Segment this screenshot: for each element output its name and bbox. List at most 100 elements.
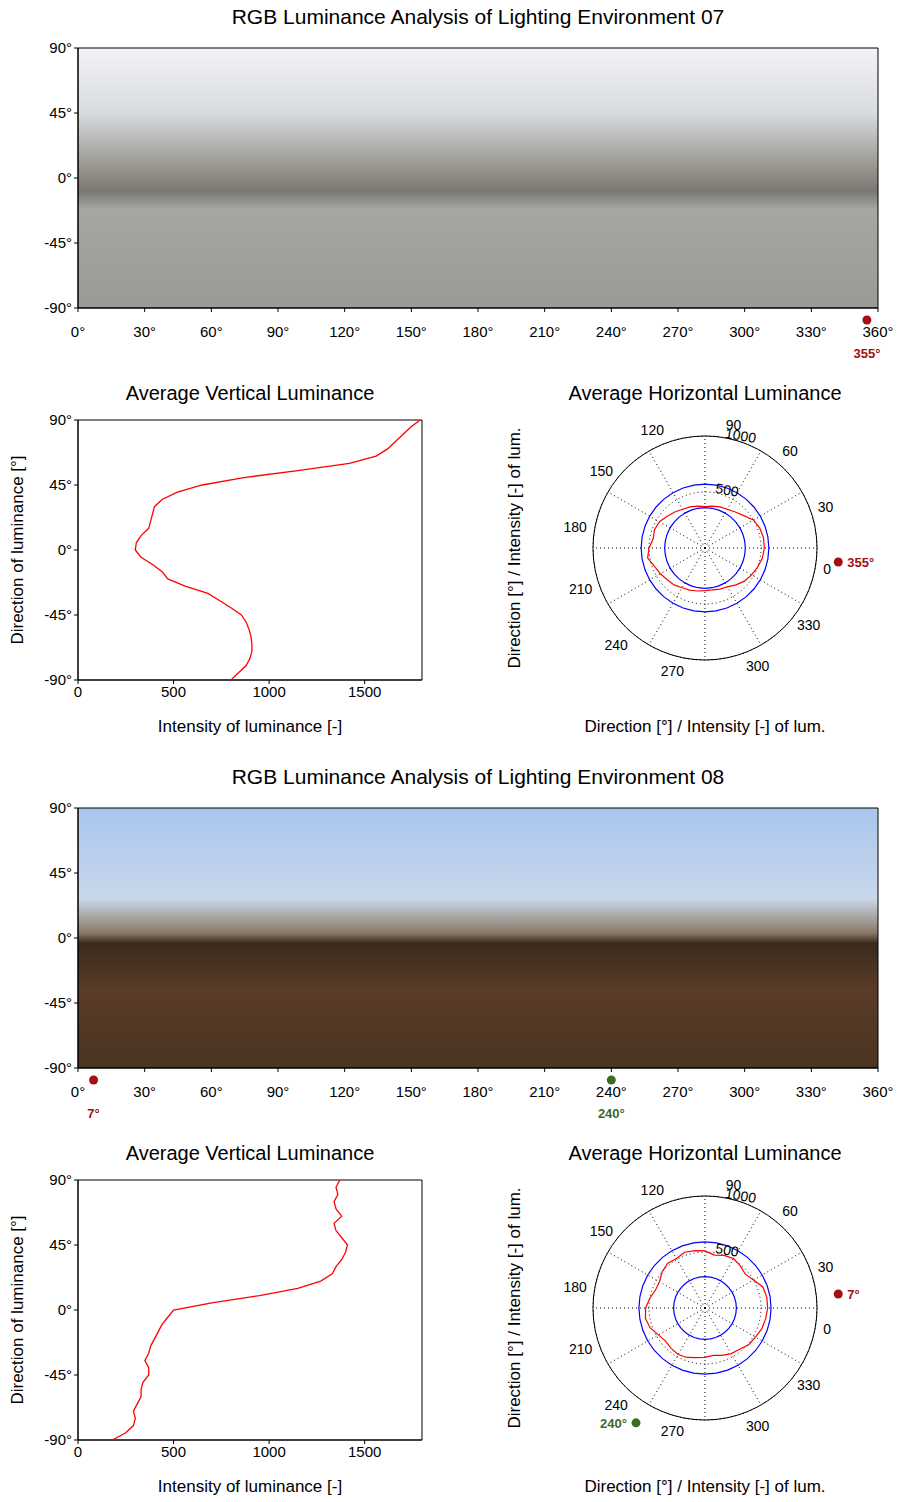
html-text:Direction of luminance [°]: Direction of luminance [°] bbox=[8, 1215, 27, 1405]
svg-text:240: 240 bbox=[605, 1397, 629, 1413]
svg-text:45°: 45° bbox=[49, 864, 72, 881]
svg-text:90°: 90° bbox=[49, 411, 72, 428]
svg-text:-45°: -45° bbox=[44, 606, 72, 623]
svg-text:270: 270 bbox=[661, 663, 685, 679]
svg-text:270°: 270° bbox=[662, 1083, 693, 1100]
svg-text:30: 30 bbox=[818, 499, 834, 515]
svg-text:1500: 1500 bbox=[348, 683, 381, 700]
svg-text:360°: 360° bbox=[862, 323, 893, 340]
svg-text:1000: 1000 bbox=[724, 1185, 758, 1206]
svg-text:180: 180 bbox=[563, 1279, 587, 1295]
html-text:RGB Luminance Analysis of Ligh: RGB Luminance Analysis of Lighting Envir… bbox=[231, 5, 725, 28]
svg-text:90°: 90° bbox=[49, 799, 72, 816]
svg-text:-90°: -90° bbox=[44, 671, 72, 688]
svg-text:1500: 1500 bbox=[348, 1443, 381, 1460]
svg-text:500: 500 bbox=[714, 480, 740, 500]
html-text:RGB Luminance Analysis of Ligh: RGB Luminance Analysis of Lighting Envir… bbox=[231, 765, 725, 788]
svg-text:7°: 7° bbox=[847, 1287, 859, 1302]
html-text:Average Horizontal Luminance: Average Horizontal Luminance bbox=[568, 381, 842, 404]
svg-text:180°: 180° bbox=[462, 1083, 493, 1100]
svg-text:0°: 0° bbox=[58, 929, 72, 946]
svg-text:210: 210 bbox=[569, 581, 593, 597]
svg-text:30°: 30° bbox=[133, 1083, 156, 1100]
svg-text:180: 180 bbox=[563, 519, 587, 535]
svg-text:45°: 45° bbox=[49, 476, 72, 493]
svg-text:240°: 240° bbox=[596, 1083, 627, 1100]
svg-text:0°: 0° bbox=[71, 323, 85, 340]
svg-text:150°: 150° bbox=[396, 323, 427, 340]
svg-text:1000: 1000 bbox=[252, 1443, 285, 1460]
svg-text:210: 210 bbox=[569, 1341, 593, 1357]
svg-text:300°: 300° bbox=[729, 1083, 760, 1100]
svg-text:120°: 120° bbox=[329, 1083, 360, 1100]
svg-text:-45°: -45° bbox=[44, 234, 72, 251]
svg-text:90°: 90° bbox=[267, 1083, 290, 1100]
html-text:Direction [°] / Intensity [-]: Direction [°] / Intensity [-] of lum. bbox=[505, 427, 524, 669]
svg-text:90°: 90° bbox=[49, 39, 72, 56]
html-text:Average Vertical Luminance: Average Vertical Luminance bbox=[125, 1141, 375, 1164]
svg-text:0°: 0° bbox=[58, 169, 72, 186]
svg-text:355°: 355° bbox=[853, 346, 880, 361]
svg-text:355°: 355° bbox=[847, 555, 874, 570]
svg-text:300: 300 bbox=[746, 1418, 770, 1434]
svg-text:-45°: -45° bbox=[44, 994, 72, 1011]
svg-text:240°: 240° bbox=[598, 1106, 625, 1121]
svg-text:150: 150 bbox=[590, 463, 614, 479]
svg-text:-90°: -90° bbox=[44, 1059, 72, 1076]
svg-text:0°: 0° bbox=[71, 1083, 85, 1100]
svg-text:150°: 150° bbox=[396, 1083, 427, 1100]
svg-text:60: 60 bbox=[782, 443, 798, 459]
svg-text:300°: 300° bbox=[729, 323, 760, 340]
svg-text:330: 330 bbox=[797, 1377, 821, 1393]
html-text:Average Horizontal Luminance: Average Horizontal Luminance bbox=[568, 1141, 842, 1164]
svg-text:240°: 240° bbox=[596, 323, 627, 340]
svg-text:0: 0 bbox=[823, 1321, 831, 1337]
svg-text:0°: 0° bbox=[58, 541, 72, 558]
svg-text:45°: 45° bbox=[49, 1236, 72, 1253]
svg-text:500: 500 bbox=[161, 1443, 186, 1460]
svg-text:7°: 7° bbox=[87, 1106, 99, 1121]
svg-text:150: 150 bbox=[590, 1223, 614, 1239]
svg-text:30: 30 bbox=[818, 1259, 834, 1275]
svg-text:60°: 60° bbox=[200, 323, 223, 340]
svg-text:-90°: -90° bbox=[44, 299, 72, 316]
svg-text:500: 500 bbox=[714, 1240, 740, 1260]
html-text:Direction [°] / Intensity [-]: Direction [°] / Intensity [-] of lum. bbox=[584, 1477, 826, 1496]
svg-text:120°: 120° bbox=[329, 323, 360, 340]
svg-text:0: 0 bbox=[74, 1443, 82, 1460]
svg-text:330°: 330° bbox=[796, 323, 827, 340]
svg-text:-90°: -90° bbox=[44, 1431, 72, 1448]
svg-text:330: 330 bbox=[797, 617, 821, 633]
svg-text:0°: 0° bbox=[58, 1301, 72, 1318]
svg-text:90°: 90° bbox=[49, 1171, 72, 1188]
svg-text:240: 240 bbox=[605, 637, 629, 653]
html-text:Direction [°] / Intensity [-]: Direction [°] / Intensity [-] of lum. bbox=[505, 1187, 524, 1429]
svg-text:360°: 360° bbox=[862, 1083, 893, 1100]
svg-text:180°: 180° bbox=[462, 323, 493, 340]
svg-text:270°: 270° bbox=[662, 323, 693, 340]
svg-text:30°: 30° bbox=[133, 323, 156, 340]
html-text:Direction [°] / Intensity [-]: Direction [°] / Intensity [-] of lum. bbox=[584, 717, 826, 736]
svg-text:0: 0 bbox=[74, 683, 82, 700]
svg-text:210°: 210° bbox=[529, 323, 560, 340]
html-text:Intensity of luminance [-]: Intensity of luminance [-] bbox=[157, 1477, 343, 1496]
svg-text:240°: 240° bbox=[600, 1416, 627, 1431]
svg-text:210°: 210° bbox=[529, 1083, 560, 1100]
svg-text:120: 120 bbox=[641, 1182, 665, 1198]
html-text:Intensity of luminance [-]: Intensity of luminance [-] bbox=[157, 717, 343, 736]
svg-text:300: 300 bbox=[746, 658, 770, 674]
html-text:Direction of luminance [°]: Direction of luminance [°] bbox=[8, 455, 27, 645]
svg-text:-45°: -45° bbox=[44, 1366, 72, 1383]
svg-text:60°: 60° bbox=[200, 1083, 223, 1100]
svg-text:1000: 1000 bbox=[252, 683, 285, 700]
svg-text:45°: 45° bbox=[49, 104, 72, 121]
html-text:Average Vertical Luminance: Average Vertical Luminance bbox=[125, 381, 375, 404]
svg-text:270: 270 bbox=[661, 1423, 685, 1439]
svg-text:330°: 330° bbox=[796, 1083, 827, 1100]
svg-text:120: 120 bbox=[641, 422, 665, 438]
svg-text:0: 0 bbox=[823, 561, 831, 577]
svg-text:90°: 90° bbox=[267, 323, 290, 340]
svg-text:500: 500 bbox=[161, 683, 186, 700]
svg-text:60: 60 bbox=[782, 1203, 798, 1219]
svg-text:1000: 1000 bbox=[724, 425, 758, 446]
